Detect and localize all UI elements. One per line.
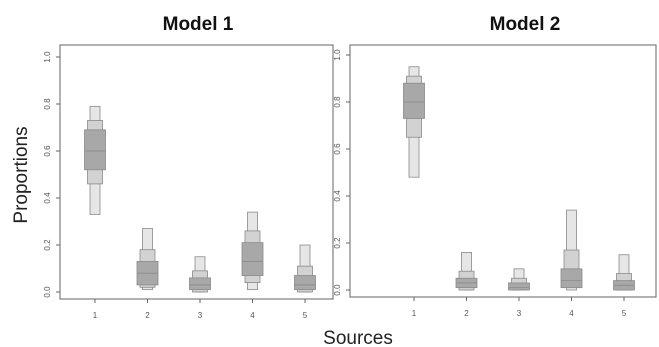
plot-frame [59, 44, 334, 300]
y-tick-label: 0.0 [333, 284, 342, 296]
y-tick-label: 0.0 [43, 286, 52, 298]
y-tick-label: 0.2 [43, 239, 52, 251]
y-tick-label: 0.8 [43, 98, 52, 110]
source-1-intervals [84, 105, 106, 215]
x-tick-label: 1 [93, 311, 98, 320]
source-2-intervals [455, 251, 478, 291]
y-tick-label: 0.6 [43, 145, 52, 157]
y-tick-label: 0.4 [333, 190, 342, 202]
y-tick-label: 0.6 [333, 143, 342, 155]
ci50-box [403, 82, 425, 119]
x-tick-label: 3 [198, 311, 203, 320]
x-tick-label: 2 [145, 311, 150, 320]
chart-title: Model 1 [163, 14, 234, 35]
x-tick-label: 5 [303, 311, 308, 320]
source-5-intervals [294, 244, 316, 293]
x-tick-label: 5 [622, 309, 627, 318]
x-tick-label: 4 [250, 311, 255, 320]
ci50-box [508, 282, 530, 291]
source-4-intervals [241, 211, 264, 291]
panel-model-1: Model 1 0.0 0.2 0.4 0.6 0.8 1.0 1 2 3 4 5 [43, 14, 334, 320]
ci50-box [294, 275, 316, 291]
x-tick-label: 2 [464, 309, 469, 318]
source-4-intervals [560, 209, 583, 291]
y-axis-label: Proportions [11, 126, 32, 223]
ci50-box [84, 129, 106, 171]
chart-title: Model 2 [490, 14, 561, 35]
source-3-intervals [189, 256, 211, 293]
source-5-intervals [613, 254, 635, 291]
source-2-intervals [136, 228, 159, 291]
y-tick-label: 0.4 [43, 192, 52, 204]
plot-frame [349, 44, 657, 298]
x-tick-label: 4 [569, 309, 574, 318]
y-tick-label: 1.0 [333, 49, 342, 61]
ci50-box [241, 242, 264, 276]
y-tick-label: 1.0 [43, 51, 52, 63]
x-tick-label: 1 [412, 309, 417, 318]
y-tick-label: 0.2 [333, 237, 342, 249]
ci50-box [189, 277, 211, 291]
x-axis-label: Sources [323, 328, 393, 347]
panel-model-2: Model 2 0.0 0.2 0.4 0.6 0.8 1.0 1 2 3 4 5 [333, 14, 657, 318]
ci50-box [560, 268, 583, 289]
source-1-intervals [403, 66, 425, 178]
x-tick-label: 3 [517, 309, 522, 318]
source-3-intervals [508, 268, 530, 291]
y-tick-label: 0.8 [333, 96, 342, 108]
